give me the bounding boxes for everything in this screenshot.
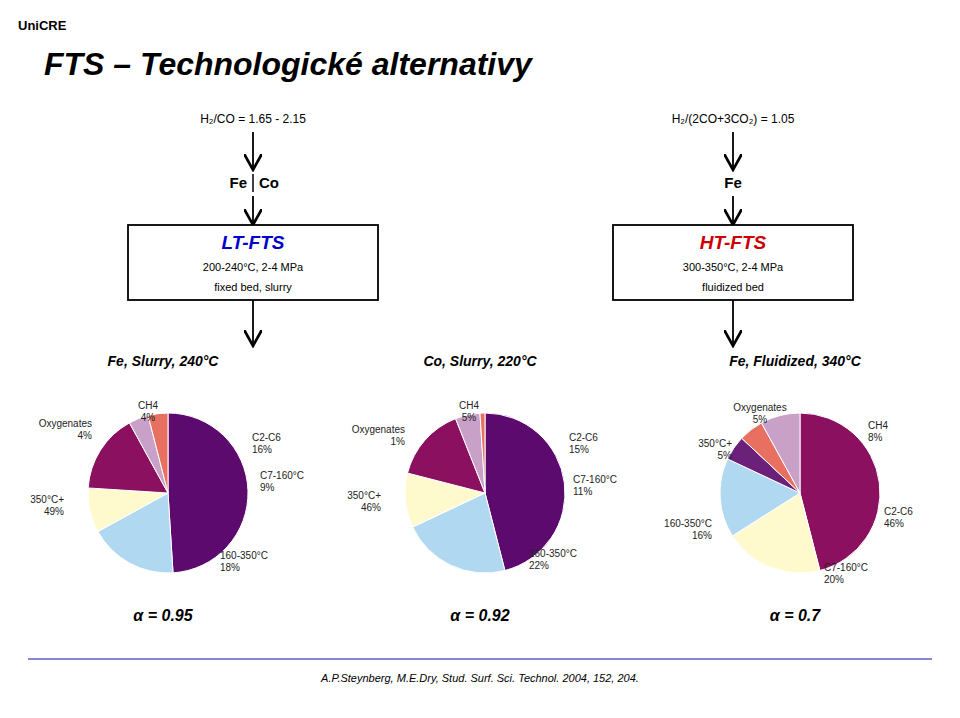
svg-text:LT-FTS: LT-FTS xyxy=(222,232,285,253)
svg-text:160-350°C22%: 160-350°C22% xyxy=(529,548,577,571)
svg-text:350°C+5%: 350°C+5% xyxy=(698,438,732,461)
html-text:α = 0.7: α = 0.7 xyxy=(769,607,821,624)
svg-text:C2-C616%: C2-C616% xyxy=(252,432,281,455)
html-text:FTS – Technologické alternativ: FTS – Technologické alternativy xyxy=(44,46,532,82)
svg-text:C7-160°C9%: C7-160°C9% xyxy=(260,470,304,493)
html-text:Co, Slurry, 220°C: Co, Slurry, 220°C xyxy=(423,353,537,369)
svg-text:350°C+46%: 350°C+46% xyxy=(347,490,381,513)
html-text:Fe, Slurry, 240°C: Fe, Slurry, 240°C xyxy=(107,353,219,369)
svg-text:Fe: Fe xyxy=(229,174,247,191)
svg-text:fluidized bed: fluidized bed xyxy=(702,281,764,293)
svg-text:Oxygenates5%: Oxygenates5% xyxy=(733,402,786,425)
svg-text:CH45%: CH45% xyxy=(459,400,479,423)
svg-text:300-350°C, 2-4 MPa: 300-350°C, 2-4 MPa xyxy=(683,261,784,273)
svg-text:160-350°C18%: 160-350°C18% xyxy=(220,550,268,573)
svg-text:CH48%: CH48% xyxy=(868,420,888,443)
svg-text:Oxygenates4%: Oxygenates4% xyxy=(39,418,92,441)
svg-text:200-240°C, 2-4 MPa: 200-240°C, 2-4 MPa xyxy=(203,261,304,273)
svg-text:Oxygenates1%: Oxygenates1% xyxy=(352,424,405,447)
html-text:Fe, Fluidized, 340°C: Fe, Fluidized, 340°C xyxy=(729,353,861,369)
html-text:UniCRE: UniCRE xyxy=(18,18,67,33)
svg-text:fixed bed, slurry: fixed bed, slurry xyxy=(214,281,292,293)
html-text:A.P.Steynberg, M.E.Dry, Stud.: A.P.Steynberg, M.E.Dry, Stud. Surf. Sci.… xyxy=(321,672,639,684)
svg-text:350°C+49%: 350°C+49% xyxy=(30,494,64,517)
svg-text:HT-FTS: HT-FTS xyxy=(700,232,767,253)
svg-text:C2-C646%: C2-C646% xyxy=(884,506,913,529)
svg-text:H₂/(2CO+3CO₂) = 1.05: H₂/(2CO+3CO₂) = 1.05 xyxy=(672,112,795,126)
html-text:α = 0.92: α = 0.92 xyxy=(450,607,510,624)
svg-text:H₂/CO = 1.65 - 2.15: H₂/CO = 1.65 - 2.15 xyxy=(200,112,306,126)
svg-text:C7-160°C20%: C7-160°C20% xyxy=(824,562,868,585)
svg-text:Fe: Fe xyxy=(724,174,742,191)
svg-text:160-350°C16%: 160-350°C16% xyxy=(664,518,712,541)
html-text:α = 0.95: α = 0.95 xyxy=(133,607,193,624)
svg-text:C7-160°C11%: C7-160°C11% xyxy=(573,474,617,497)
svg-text:Co: Co xyxy=(259,174,279,191)
svg-text:CH44%: CH44% xyxy=(138,400,158,423)
svg-text:C2-C615%: C2-C615% xyxy=(569,432,598,455)
